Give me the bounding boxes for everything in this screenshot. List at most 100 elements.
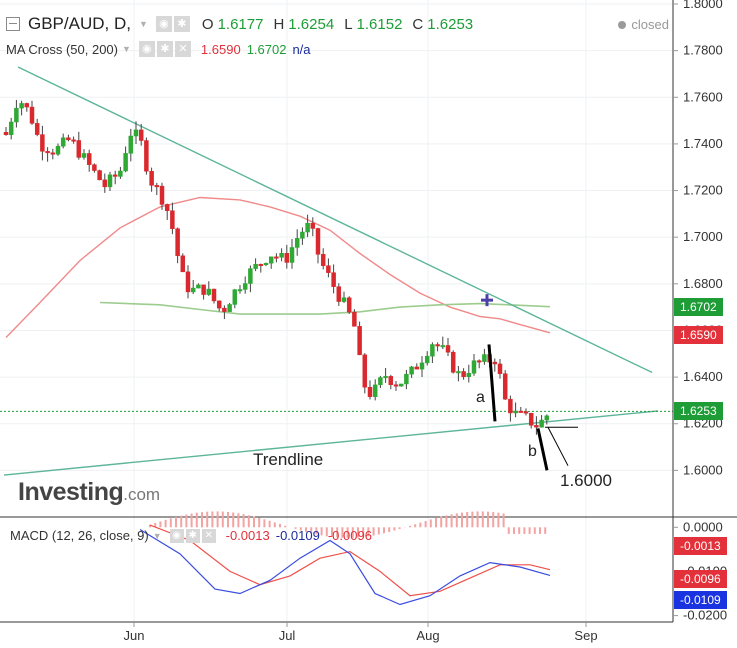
candle-up xyxy=(383,376,388,379)
macd-tick-label: -0.0200 xyxy=(683,608,727,623)
candle-up xyxy=(424,355,430,364)
time-tick-label: Sep xyxy=(574,628,597,643)
wave-b-label: b xyxy=(528,443,537,460)
chevron-down-icon[interactable]: ▼ xyxy=(122,44,131,54)
candle-down xyxy=(534,425,539,428)
eye-icon[interactable]: ◉ xyxy=(169,528,184,543)
ma-study-label[interactable]: MA Cross (50, 200) xyxy=(6,41,118,57)
brand-watermark: Investing .com xyxy=(18,478,160,507)
candle-up xyxy=(539,419,544,428)
candle-up xyxy=(419,362,425,370)
macd-hist-value: -0.0013 xyxy=(225,528,270,543)
price-tick-label: 1.7200 xyxy=(683,183,723,198)
candle-down xyxy=(320,254,326,266)
chevron-down-icon[interactable]: ▼ xyxy=(152,530,162,541)
candle-down xyxy=(40,134,45,152)
target-level-label: 1.6000 xyxy=(560,471,612,490)
candle-down xyxy=(518,410,524,413)
close-icon[interactable]: ✕ xyxy=(201,528,216,543)
gear-icon[interactable]: ✱ xyxy=(156,41,173,57)
candle-up xyxy=(128,135,134,154)
candle-down xyxy=(346,297,352,313)
candle-up xyxy=(544,415,550,421)
candle-up xyxy=(466,373,472,377)
open-label: O xyxy=(201,15,214,33)
ma200-price-tag: 1.6702 xyxy=(674,298,723,316)
close-value: 1.6253 xyxy=(427,15,474,33)
candle-up xyxy=(341,297,347,302)
macd-signal-line xyxy=(149,524,551,597)
candle-down xyxy=(461,371,466,377)
candle-down xyxy=(34,123,40,135)
candle-down xyxy=(492,361,498,365)
symbol-title[interactable]: GBP/AUD, D, xyxy=(28,14,131,33)
macd-line-value: -0.0109 xyxy=(275,528,320,543)
candle-down xyxy=(211,288,217,302)
candle-down xyxy=(362,354,368,388)
candle-up xyxy=(279,252,284,258)
candle-down xyxy=(159,185,165,205)
candle-up xyxy=(123,153,128,172)
price-tick-label: 1.7400 xyxy=(683,136,723,151)
candle-up xyxy=(440,345,446,348)
candle-up xyxy=(81,153,87,158)
open-value: 1.6177 xyxy=(217,15,264,33)
trendline-label: Trendline xyxy=(253,450,323,469)
collapse-icon[interactable] xyxy=(6,17,20,31)
eye-icon[interactable]: ◉ xyxy=(138,41,155,57)
market-status-label: closed xyxy=(631,17,669,32)
high-label: H xyxy=(273,15,285,33)
symbol-header: GBP/AUD, D, ▼ ◉ ✱ O 1.6177 H 1.6254 L 1.… xyxy=(6,13,473,35)
candle-down xyxy=(45,151,50,154)
price-tick-label: 1.7000 xyxy=(683,229,723,244)
candlesticks xyxy=(3,99,550,435)
candle-up xyxy=(133,129,139,137)
gear-icon[interactable]: ✱ xyxy=(185,528,200,543)
low-value: 1.6152 xyxy=(356,15,403,33)
candle-down xyxy=(352,311,357,327)
candle-up xyxy=(19,103,24,109)
gear-icon[interactable]: ✱ xyxy=(173,16,190,32)
macd-signal-value: -0.0096 xyxy=(327,528,372,543)
candle-up xyxy=(206,288,212,295)
wave-a-label: a xyxy=(476,389,485,406)
ma-value-3: n/a xyxy=(292,41,311,57)
candle-down xyxy=(102,179,108,188)
close-label: C xyxy=(412,15,424,33)
candle-up xyxy=(263,262,269,265)
brand-name: Investing xyxy=(18,478,124,506)
brand-domain: .com xyxy=(123,485,161,504)
candle-up xyxy=(248,268,253,284)
wave-b-line xyxy=(536,428,549,471)
candle-up xyxy=(305,222,310,233)
candle-down xyxy=(112,174,118,177)
candle-down xyxy=(86,153,92,165)
eye-icon[interactable]: ◉ xyxy=(155,16,172,32)
candle-up xyxy=(118,170,123,177)
macd-study-label[interactable]: MACD (12, 26, close, 9) xyxy=(10,528,149,543)
candle-down xyxy=(71,139,76,142)
close-icon[interactable]: ✕ xyxy=(174,41,191,57)
candle-down xyxy=(367,386,373,397)
candle-down xyxy=(170,210,175,229)
candle-down xyxy=(97,170,102,181)
candle-up xyxy=(289,247,295,263)
candle-down xyxy=(66,137,71,141)
macd-signal-tag: -0.0096 xyxy=(674,570,727,588)
candle-down xyxy=(76,140,82,158)
candle-down xyxy=(50,152,56,155)
chevron-down-icon[interactable]: ▼ xyxy=(138,19,148,29)
candle-down xyxy=(310,222,316,229)
candle-down xyxy=(414,366,420,370)
candle-up xyxy=(268,256,274,264)
candle-up xyxy=(430,344,435,357)
candle-down xyxy=(144,140,149,172)
time-tick-label: Jun xyxy=(124,628,145,643)
candle-up xyxy=(404,373,409,385)
candle-down xyxy=(24,103,30,108)
candle-down xyxy=(92,164,97,171)
candle-down xyxy=(508,398,513,414)
candle-up xyxy=(227,304,232,312)
candle-down xyxy=(502,373,508,400)
